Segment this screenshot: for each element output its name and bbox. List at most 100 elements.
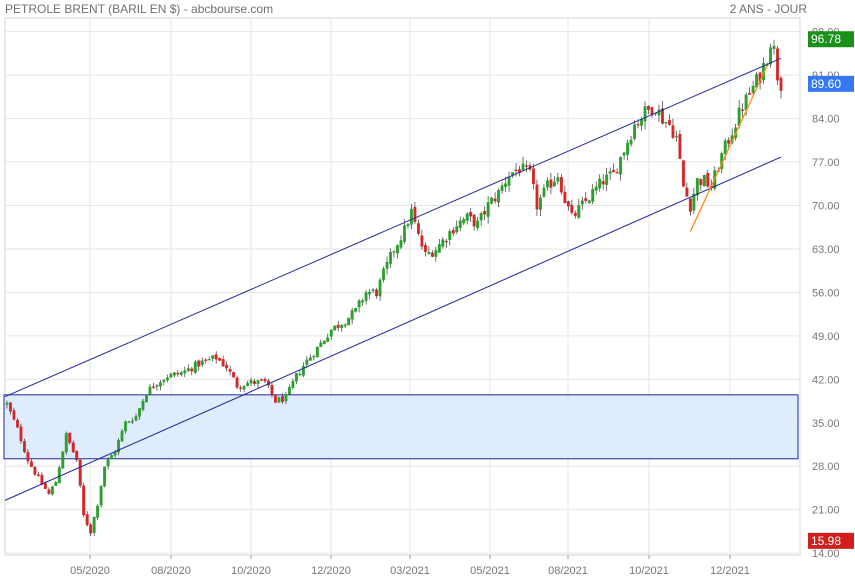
candle	[347, 317, 351, 326]
candle	[284, 391, 288, 405]
price-badge-label: 15.98	[811, 534, 841, 548]
candle	[392, 250, 396, 258]
candle	[688, 197, 692, 216]
candle	[190, 367, 194, 376]
candle	[556, 172, 560, 185]
candle	[664, 121, 668, 128]
candle	[361, 298, 365, 306]
candle	[465, 212, 469, 225]
candle	[64, 431, 68, 455]
price-badges-layer: 96.78 89.60 15.98	[808, 31, 854, 549]
candle	[525, 160, 528, 173]
chart-title: PETROLE BRENT (BARIL EN $) - abcbourse.c…	[5, 2, 274, 16]
candle	[343, 323, 347, 329]
candle	[294, 372, 298, 385]
candle	[68, 432, 72, 445]
candle	[319, 339, 323, 348]
price-badge-high: 96.78	[808, 31, 854, 48]
candle	[326, 333, 330, 343]
candle	[500, 182, 504, 194]
candle	[580, 196, 584, 210]
x-tick-label: 12/2021	[710, 565, 750, 577]
candle	[371, 287, 375, 294]
candle	[277, 396, 281, 403]
candle	[769, 43, 772, 68]
candle	[389, 248, 392, 268]
candle	[678, 130, 682, 159]
channel-line	[4, 57, 782, 398]
candle	[211, 355, 215, 362]
candle	[350, 307, 354, 325]
candle	[110, 454, 114, 460]
candle	[270, 382, 274, 398]
candle	[218, 357, 222, 362]
candle	[741, 103, 745, 120]
y-tick-label: 21.00	[812, 505, 840, 517]
candle	[29, 458, 33, 468]
candle	[364, 289, 368, 305]
channel-lines-layer	[4, 57, 782, 501]
candle	[165, 374, 169, 383]
candle	[458, 216, 462, 232]
candle	[681, 160, 685, 188]
price-badge-last: 89.60	[808, 75, 854, 92]
candle	[409, 203, 413, 230]
candle	[647, 105, 650, 115]
candle	[315, 346, 319, 358]
candle	[423, 242, 427, 257]
candle	[633, 120, 637, 141]
candle	[12, 407, 16, 421]
candle	[134, 413, 138, 422]
y-tick-label: 28.00	[812, 461, 840, 473]
candle	[448, 228, 452, 246]
candle	[232, 371, 236, 378]
candle	[685, 182, 689, 197]
candle	[308, 354, 312, 361]
candle	[378, 277, 382, 301]
candle	[239, 385, 243, 392]
candle	[601, 174, 605, 190]
candle	[176, 369, 180, 377]
candle	[61, 450, 65, 469]
candle	[661, 100, 664, 125]
y-tick-label: 49.00	[812, 331, 840, 343]
candle	[179, 370, 183, 377]
candle	[274, 395, 277, 404]
candle	[776, 46, 779, 85]
candle	[382, 266, 385, 283]
candle	[403, 219, 406, 245]
candle	[629, 136, 633, 147]
candle	[413, 201, 417, 224]
candle	[695, 177, 699, 201]
candle	[552, 176, 556, 187]
chart-period: 2 ANS - JOUR	[729, 2, 807, 16]
candle	[26, 449, 30, 465]
y-tick-label: 77.00	[812, 157, 840, 169]
candle	[657, 104, 661, 123]
candle	[706, 169, 710, 188]
candle	[486, 196, 490, 224]
candle	[504, 176, 508, 193]
candle	[420, 229, 424, 250]
price-badge-low: 15.98	[808, 532, 854, 549]
x-tick-label: 08/2021	[548, 565, 588, 577]
candle	[183, 366, 187, 378]
candle	[298, 369, 302, 376]
candle	[619, 156, 623, 181]
candle	[702, 174, 706, 187]
candle	[612, 163, 616, 173]
candle	[333, 325, 337, 331]
price-badge-label: 96.78	[811, 32, 841, 46]
candle	[615, 168, 619, 174]
support-zone-layer	[3, 394, 799, 460]
candle	[751, 80, 755, 97]
candle	[193, 360, 197, 375]
candle	[287, 384, 291, 395]
candle	[16, 418, 19, 428]
candle	[545, 177, 549, 191]
x-tick-label: 05/2020	[70, 565, 110, 577]
candle	[155, 383, 159, 391]
candle	[103, 466, 107, 488]
candle	[385, 256, 389, 275]
